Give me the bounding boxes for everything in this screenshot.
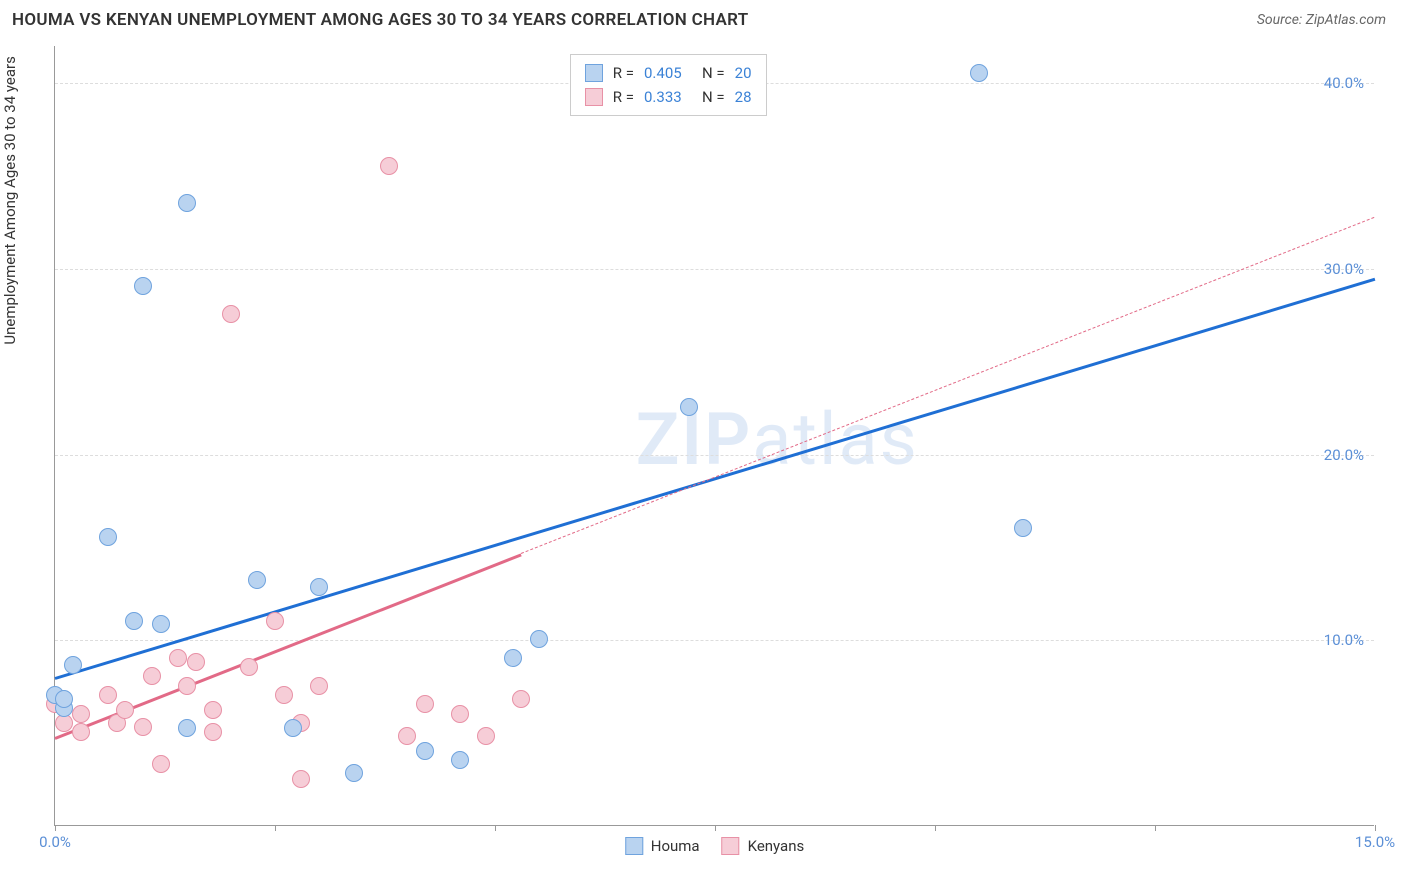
data-point <box>134 277 152 295</box>
data-point <box>266 612 284 630</box>
data-point <box>680 398 698 416</box>
data-point <box>169 649 187 667</box>
chart-container: Unemployment Among Ages 30 to 34 years Z… <box>14 36 1394 866</box>
data-point <box>248 571 266 589</box>
y-tick-label: 30.0% <box>1324 260 1364 278</box>
data-point <box>99 686 117 704</box>
data-point <box>72 705 90 723</box>
data-point <box>275 686 293 704</box>
data-point <box>310 578 328 596</box>
data-point <box>284 719 302 737</box>
data-point <box>451 705 469 723</box>
y-axis-label: Unemployment Among Ages 30 to 34 years <box>1 56 19 344</box>
x-tick <box>495 825 496 831</box>
watermark: ZIPatlas <box>636 397 919 482</box>
data-point <box>416 695 434 713</box>
chart-title: HOUMA VS KENYAN UNEMPLOYMENT AMONG AGES … <box>12 10 748 30</box>
data-point <box>398 727 416 745</box>
x-tick <box>1375 825 1376 831</box>
data-point <box>970 64 988 82</box>
data-point <box>416 742 434 760</box>
chart-header: HOUMA VS KENYAN UNEMPLOYMENT AMONG AGES … <box>0 0 1406 36</box>
data-point <box>143 667 161 685</box>
data-point <box>512 690 530 708</box>
stats-legend-row: R = 0.333 N = 28 <box>585 85 752 109</box>
data-point <box>292 770 310 788</box>
data-point <box>504 649 522 667</box>
data-point <box>222 305 240 323</box>
series-legend-label: Houma <box>651 837 700 855</box>
series-legend-item: Houma <box>625 837 700 855</box>
data-point <box>152 615 170 633</box>
x-tick <box>55 825 56 831</box>
x-tick <box>715 825 716 831</box>
legend-swatch <box>585 88 603 106</box>
series-legend-label: Kenyans <box>748 837 805 855</box>
data-point <box>477 727 495 745</box>
data-point <box>1014 519 1032 537</box>
data-point <box>152 755 170 773</box>
legend-r-value: 0.405 <box>644 61 692 85</box>
watermark-light: atlas <box>752 397 919 482</box>
y-tick-label: 10.0% <box>1324 631 1364 649</box>
legend-n-value: 28 <box>735 85 752 109</box>
legend-swatch <box>585 64 603 82</box>
data-point <box>380 157 398 175</box>
y-tick-label: 40.0% <box>1324 74 1364 92</box>
trend-line <box>521 217 1375 554</box>
x-tick <box>1155 825 1156 831</box>
data-point <box>187 653 205 671</box>
data-point <box>116 701 134 719</box>
data-point <box>134 718 152 736</box>
chart-source: Source: ZipAtlas.com <box>1257 12 1386 28</box>
stats-legend-row: R = 0.405 N = 20 <box>585 61 752 85</box>
grid-line <box>55 640 1374 641</box>
x-tick <box>935 825 936 831</box>
data-point <box>204 723 222 741</box>
data-point <box>178 194 196 212</box>
data-point <box>530 630 548 648</box>
y-tick-label: 20.0% <box>1324 446 1364 464</box>
data-point <box>125 612 143 630</box>
data-point <box>310 677 328 695</box>
grid-line <box>55 269 1374 270</box>
legend-swatch <box>722 837 740 855</box>
trend-line <box>55 278 1376 680</box>
series-legend: Houma Kenyans <box>625 837 804 855</box>
data-point <box>178 719 196 737</box>
data-point <box>55 690 73 708</box>
data-point <box>204 701 222 719</box>
data-point <box>64 656 82 674</box>
data-point <box>345 764 363 782</box>
legend-n-label: N = <box>702 61 725 85</box>
legend-n-value: 20 <box>735 61 752 85</box>
legend-r-label: R = <box>613 85 634 109</box>
data-point <box>178 677 196 695</box>
plot-area: ZIPatlas 10.0%20.0%30.0%40.0%0.0%15.0%R … <box>54 46 1374 826</box>
grid-line <box>55 455 1374 456</box>
data-point <box>451 751 469 769</box>
stats-legend: R = 0.405 N = 20 R = 0.333 N = 28 <box>570 54 767 116</box>
legend-r-value: 0.333 <box>644 85 692 109</box>
x-tick <box>275 825 276 831</box>
data-point <box>99 528 117 546</box>
legend-swatch <box>625 837 643 855</box>
data-point <box>240 658 258 676</box>
data-point <box>72 723 90 741</box>
legend-n-label: N = <box>702 85 725 109</box>
series-legend-item: Kenyans <box>722 837 805 855</box>
legend-r-label: R = <box>613 61 634 85</box>
x-tick-label: 0.0% <box>39 833 71 851</box>
x-tick-label: 15.0% <box>1355 833 1395 851</box>
